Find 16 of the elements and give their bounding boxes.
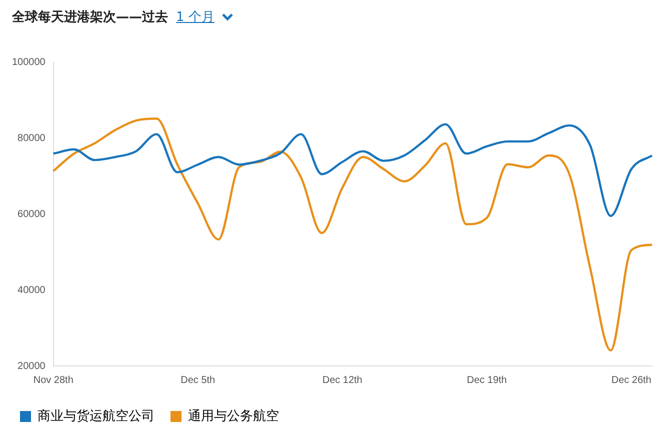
y-tick-label: 40000 xyxy=(18,284,46,296)
line-series xyxy=(52,118,654,352)
legend-label: 商业与货运航空公司 xyxy=(38,408,154,424)
x-tick-label: Dec 12th xyxy=(322,374,362,386)
y-tick-label: 60000 xyxy=(18,208,46,220)
x-tick-label: Dec 19th xyxy=(466,374,507,386)
y-tick-label: 80000 xyxy=(18,132,46,144)
chart-title: 全球每天进港架次——过去 xyxy=(12,9,168,26)
x-tick-label: Dec 26th xyxy=(611,374,652,386)
y-tick-label: 20000 xyxy=(18,360,46,372)
legend-label: 通用与公务航空 xyxy=(188,408,279,424)
x-tick-label: Dec 5th xyxy=(180,374,216,386)
y-tick-label: 100000 xyxy=(12,56,46,68)
chart-subtitle: 1 个月 xyxy=(176,9,214,26)
line-series xyxy=(52,123,654,217)
x-tick-label: Nov 28th xyxy=(33,374,74,386)
